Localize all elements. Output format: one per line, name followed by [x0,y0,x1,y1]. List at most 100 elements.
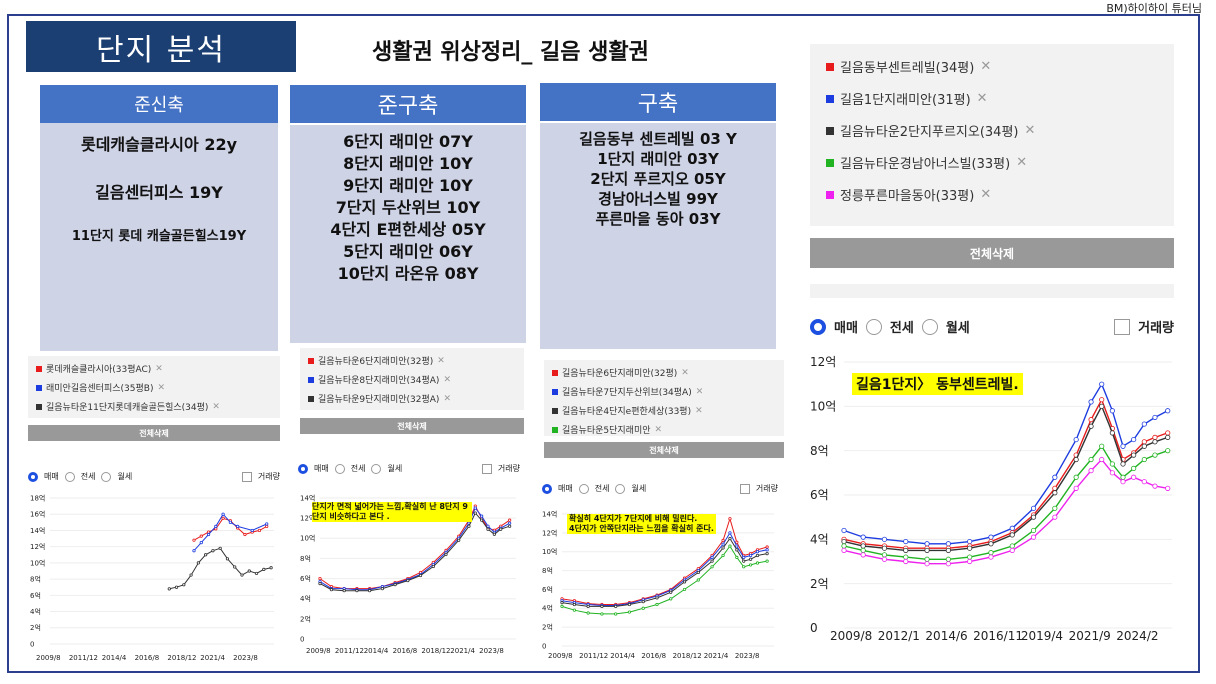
radio-jeonse[interactable] [64,471,75,482]
column-item: 길음동부 센트레빌 03 Y [579,130,737,148]
data-point [1088,423,1094,429]
close-icon[interactable]: ✕ [681,367,689,378]
data-point [221,516,225,520]
legend-item[interactable]: 길음뉴타운6단지래미안(32평) ✕ [308,354,516,367]
radio-sale[interactable] [542,483,552,494]
radio-sale[interactable] [810,318,826,335]
data-point [924,561,930,567]
legend-item[interactable]: 길음뉴타운11단지롯데캐슬골든힐스(34평) ✕ [36,400,272,413]
radio-jeonse[interactable] [334,463,345,474]
legend-item[interactable]: 길음뉴타운경남아너스빌(33평) ✕ [826,153,1158,172]
close-icon[interactable]: ✕ [980,187,992,202]
data-point [1088,456,1094,463]
legend-item[interactable]: 길음뉴타운4단지e편한세상(33평) ✕ [552,404,776,417]
y-tick-label: 2억 [542,624,553,632]
data-point [1073,474,1079,480]
y-tick-label: 14억 [300,494,315,502]
close-icon[interactable]: ✕ [1024,123,1036,138]
y-tick-label: 8억 [542,567,553,575]
close-icon[interactable]: ✕ [980,59,992,74]
data-point [1009,525,1015,531]
x-tick-label: 2009/8 [830,629,872,642]
legend-item[interactable]: 롯데캐슬클라시아(33평AC) ✕ [36,362,272,375]
delete-all-button[interactable]: 전체삭제 [28,425,280,441]
x-tick-label: 2011/12 [579,652,608,660]
data-point [924,547,930,554]
data-point [735,540,739,544]
radio-jeonse[interactable] [865,318,882,335]
data-point [860,543,866,549]
radio-monthly[interactable] [615,483,626,494]
checkbox-label: 거래량 [755,484,778,493]
y-tick-label: 16억 [30,511,45,519]
column-item: 길음센터피스 19Y [95,183,223,202]
volume-checkbox[interactable] [1114,318,1131,335]
color-swatch [552,407,558,414]
legend-item[interactable]: 정릉푸른마을동아(33평) ✕ [826,185,1158,204]
close-icon[interactable]: ✕ [695,386,704,397]
close-icon[interactable]: ✕ [443,393,451,404]
x-tick-label: 2021/4 [704,652,729,660]
data-point [1030,505,1037,511]
radio-monthly[interactable] [921,318,938,335]
x-tick-label: 2014/4 [102,654,127,662]
legend-item[interactable]: 길음뉴타운7단지두산위브(34평A) ✕ [552,385,776,398]
delete-all-button[interactable]: 전체삭제 [810,238,1174,268]
data-point [696,578,700,582]
data-point [1088,417,1094,423]
close-icon[interactable]: ✕ [1016,155,1028,170]
close-icon[interactable]: ✕ [157,382,165,393]
data-point [265,522,269,526]
data-point [721,553,725,558]
radio-monthly[interactable] [371,463,382,474]
data-point [1052,505,1058,511]
delete-all-button[interactable]: 전체삭제 [300,418,524,434]
legend-item[interactable]: 길음1단지래미안(31평) ✕ [826,89,1158,108]
radio-jeonse[interactable] [578,483,589,494]
legend-item[interactable]: 길음뉴타운5단지래미안 ✕ [552,423,776,436]
data-point [189,573,193,577]
legend-item[interactable]: 길음뉴타운6단지래미안(32평) ✕ [552,366,776,379]
radio-sale[interactable] [298,463,308,474]
data-point [748,553,753,558]
data-point [742,565,746,569]
legend-item[interactable]: 길음뉴타운9단지래미안(32평A) ✕ [308,392,516,405]
data-point [355,589,359,593]
legend-item[interactable]: 길음동부센트레빌(34평) ✕ [826,57,1158,76]
data-point [735,548,739,552]
data-point [586,604,590,609]
legend-label: 길음뉴타운2단지푸르지오(34평) [840,125,1019,140]
radio-sale[interactable] [28,471,38,482]
color-swatch [552,388,558,395]
x-tick-label: 2018/12 [167,654,196,662]
close-icon[interactable]: ✕ [976,91,988,106]
data-point [486,527,490,531]
radio-monthly[interactable] [101,471,112,482]
data-point [735,544,739,548]
close-icon[interactable]: ✕ [212,401,220,412]
legend-item[interactable]: 래미안길음센터피스(35평B) ✕ [36,381,272,394]
data-point [967,554,973,560]
close-icon[interactable]: ✕ [155,363,163,374]
column-item: 경남아너스빌 99Y [598,190,718,208]
data-point [1088,468,1094,474]
legend-item[interactable]: 길음뉴타운2단지푸르지오(34평) ✕ [826,121,1158,140]
series-line-green [843,444,1168,561]
checkbox-label: 거래량 [497,464,520,473]
close-icon[interactable]: ✕ [437,355,445,366]
data-point [1073,485,1079,491]
close-icon[interactable]: ✕ [443,374,451,385]
legend-label: 길음뉴타운5단지래미안 [562,426,651,436]
volume-checkbox[interactable] [739,483,750,494]
column-body-semi-old: 6단지 래미안 07Y 8단지 래미안 10Y 9단지 래미안 10Y 7단지 … [290,125,526,343]
data-point [735,555,739,559]
close-icon[interactable]: ✕ [695,405,703,416]
data-point [655,602,659,607]
close-icon[interactable]: ✕ [654,424,663,435]
volume-checkbox[interactable] [241,471,252,482]
legend-item[interactable]: 길음뉴타운8단지래미안(34평A) ✕ [308,373,516,386]
trade-type-radio-group: 매매 전세 월세 거래량 [810,317,1174,336]
delete-all-button[interactable]: 전체삭제 [544,442,784,458]
volume-checkbox[interactable] [481,463,492,474]
color-swatch [552,426,558,433]
